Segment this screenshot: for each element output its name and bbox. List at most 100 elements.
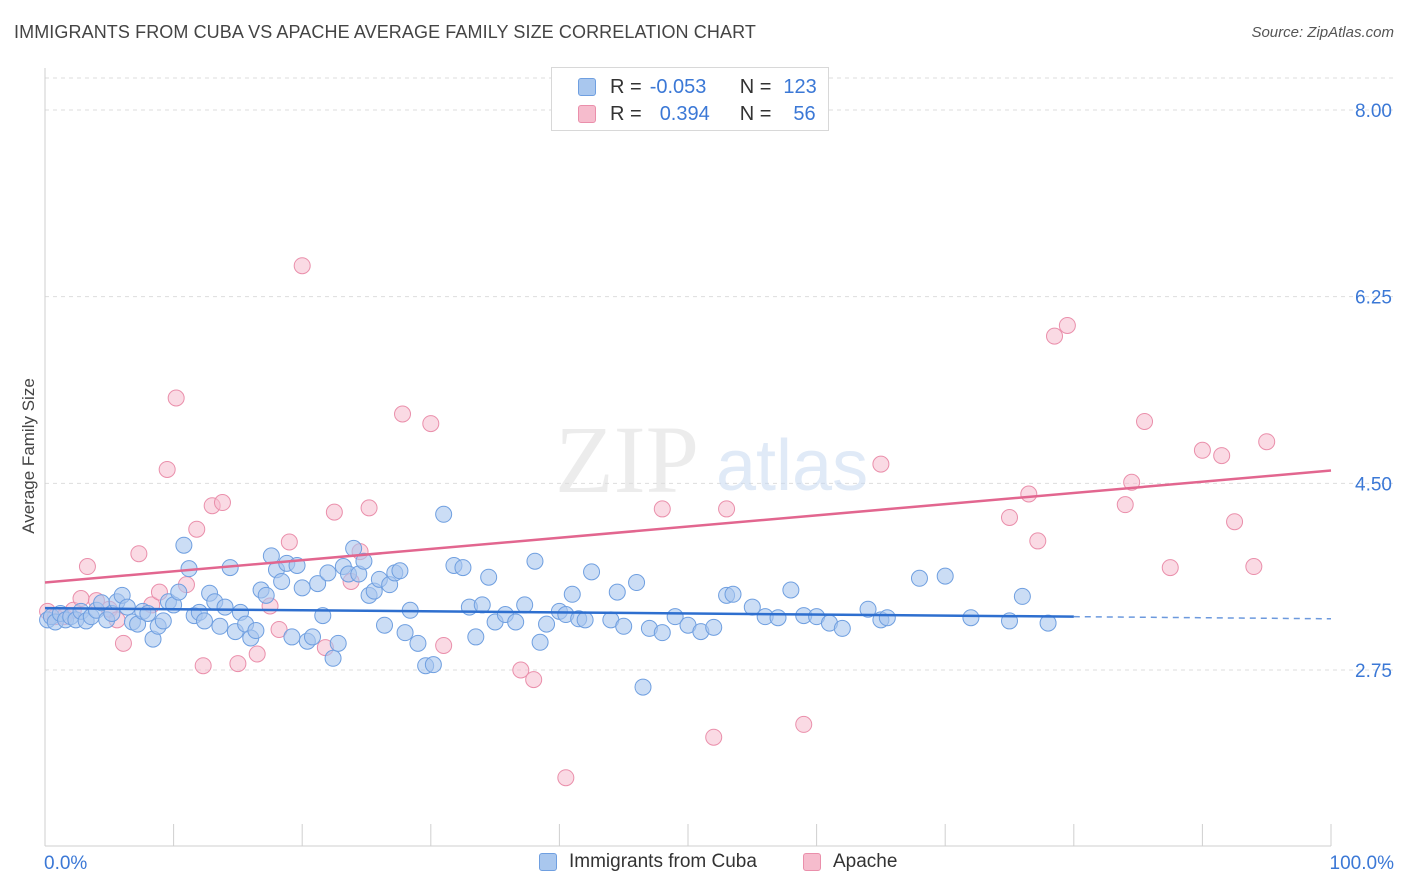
cuba-point	[910, 569, 928, 587]
cuba-point	[257, 586, 275, 604]
apache-point	[1161, 559, 1179, 577]
apache-point	[270, 620, 288, 638]
cuba-point	[216, 598, 234, 616]
apache-swatch	[578, 105, 596, 123]
cuba-point	[409, 634, 427, 652]
cuba-point	[583, 563, 601, 581]
apache-point	[525, 671, 543, 689]
apache-point	[512, 661, 530, 679]
n-value: 123	[783, 75, 817, 98]
cuba-point	[454, 559, 472, 577]
apache-point	[1046, 327, 1064, 345]
apache-point	[1193, 441, 1211, 459]
legend-row-apache: R = 0.394 N = 56	[578, 101, 816, 127]
cuba-point	[538, 615, 556, 633]
cuba-point	[724, 585, 742, 603]
apache-point	[1226, 513, 1244, 531]
apache-point	[213, 494, 231, 512]
y-tick-label: 6.25	[1355, 288, 1392, 309]
cuba-point	[283, 628, 301, 646]
cuba-points	[39, 505, 1057, 696]
apache-point	[718, 500, 736, 518]
apache-point	[114, 634, 132, 652]
cuba-point	[424, 656, 442, 674]
watermark-atlas: atlas	[716, 426, 868, 506]
x-tick-label-start: 0.0%	[44, 853, 87, 874]
apache-point	[1123, 473, 1141, 491]
source-label: Source: ZipAtlas.com	[1251, 24, 1394, 41]
cuba-point	[782, 581, 800, 599]
cuba-trend-line	[44, 606, 1074, 618]
cuba-point	[324, 649, 342, 667]
cuba-point	[480, 568, 498, 586]
cuba-trend-extension	[1073, 615, 1332, 620]
cuba-point	[878, 609, 896, 627]
apache-point	[194, 657, 212, 675]
apache-point	[1245, 558, 1263, 576]
cuba-point	[526, 552, 544, 570]
apache-point	[653, 500, 671, 518]
cuba-point	[435, 505, 453, 523]
r-label: R =	[610, 75, 642, 98]
n-label: N =	[739, 75, 772, 98]
cuba-point	[309, 575, 327, 593]
cuba-point	[615, 617, 633, 635]
y-tick-label: 4.50	[1355, 474, 1392, 495]
apache-point	[130, 545, 148, 563]
cuba-point	[195, 612, 213, 630]
cuba-point	[1039, 614, 1057, 632]
apache-point	[1213, 447, 1231, 465]
apache-point	[1058, 316, 1076, 334]
apache-point	[435, 636, 453, 654]
y-tick-label: 8.00	[1355, 101, 1392, 122]
apache-point	[1001, 508, 1018, 526]
cuba-point	[319, 564, 337, 582]
cuba-point	[962, 609, 980, 627]
n-label: N =	[739, 102, 772, 125]
apache-point	[229, 655, 247, 673]
series-legend: Immigrants from Cuba Apache	[0, 851, 1406, 877]
trend-lines	[44, 469, 1332, 620]
legend-row-cuba: R = -0.053 N = 123	[578, 74, 817, 100]
apache-point	[394, 405, 412, 423]
correlation-legend: R = -0.053 N = 123 R = 0.394 N = 56	[551, 67, 829, 131]
cuba-point	[833, 619, 851, 637]
cuba-point	[175, 536, 193, 554]
apache-point	[1258, 433, 1276, 451]
apache-point	[795, 715, 813, 733]
y-tick-labels: 2.75 4.50 6.25 8.00	[1355, 101, 1392, 682]
y-tick-label: 2.75	[1355, 661, 1392, 682]
x-tick-label-end: 100.0%	[1330, 853, 1395, 874]
chart-title: IMMIGRANTS FROM CUBA VS APACHE AVERAGE F…	[14, 22, 756, 42]
cuba-point	[516, 596, 534, 614]
apache-point	[293, 257, 311, 275]
x-tick-labels: 0.0% 100.0%	[44, 853, 1394, 874]
apache-point	[557, 769, 575, 787]
legend-label-cuba: Immigrants from Cuba	[569, 851, 757, 872]
apache-point	[1029, 532, 1047, 550]
cuba-point	[467, 628, 485, 646]
cuba-point	[273, 572, 291, 590]
cuba-point	[769, 609, 787, 627]
apache-point	[280, 533, 298, 551]
grid-lines	[45, 77, 1394, 671]
cuba-point	[705, 618, 723, 636]
apache-legend-swatch	[803, 853, 821, 871]
apache-point	[78, 558, 96, 576]
cuba-point	[355, 552, 373, 570]
apache-point	[325, 503, 343, 521]
cuba-point	[563, 585, 581, 603]
apache-point	[1136, 412, 1154, 430]
legend-label-apache: Apache	[833, 851, 898, 872]
apache-point	[422, 415, 440, 433]
apache-point	[248, 645, 266, 663]
apache-points	[39, 257, 1276, 787]
cuba-point	[628, 574, 646, 592]
n-value: 56	[793, 102, 816, 125]
cuba-point	[376, 616, 394, 634]
cuba-point	[391, 562, 409, 580]
cuba-point	[576, 611, 594, 629]
apache-point	[158, 460, 176, 478]
cuba-legend-swatch	[539, 853, 557, 871]
